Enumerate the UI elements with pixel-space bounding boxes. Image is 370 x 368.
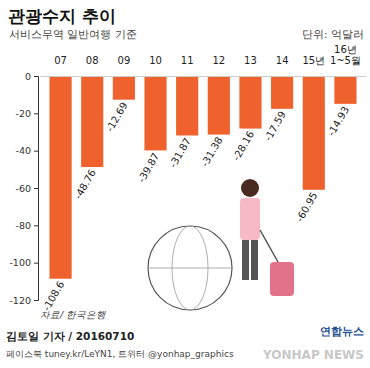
title: 관광수지 추이 — [8, 6, 116, 26]
y-tick-mark — [34, 76, 38, 77]
traveler-body — [240, 198, 260, 240]
x-tick: 13 — [244, 55, 257, 76]
x-tick: 09 — [118, 55, 131, 76]
x-tick-label: 10 — [149, 55, 162, 66]
y-tick: -80 — [15, 220, 38, 231]
y-tick-label: -40 — [15, 145, 31, 156]
bar — [113, 76, 135, 100]
bar — [176, 76, 198, 135]
y-tick-label: -60 — [15, 183, 31, 194]
globe-equator — [148, 268, 232, 269]
traveler-leg — [251, 240, 258, 280]
y-tick-mark — [34, 113, 38, 114]
x-tick-label: 14 — [276, 55, 289, 66]
x-tick: 10 — [149, 55, 162, 76]
traveler-leg — [242, 240, 249, 280]
x-tick-label: 11 — [181, 55, 194, 66]
x-tick-label: 09 — [118, 55, 131, 66]
data-labels: -108.6 -48.76 -12.69-39.87-31.87-31.38-28.… — [41, 100, 352, 312]
y-tick: -40 — [15, 145, 38, 156]
publisher-logo: 연합뉴스 — [320, 325, 364, 338]
background — [0, 0, 370, 368]
y-tick: -120 — [9, 295, 38, 306]
y-tick-mark — [34, 300, 38, 301]
y-tick: -60 — [15, 183, 38, 194]
x-tick-label: 16년1~5월 — [330, 44, 361, 67]
x-tick: 08 — [86, 55, 99, 76]
suitcase — [270, 262, 294, 296]
suitcase-handle — [260, 230, 278, 262]
y-tick: -100 — [9, 257, 38, 268]
globe — [148, 226, 232, 310]
social-links: 페이스북 tuney.kr/LeYN1, 트위터 @yonhap_graphic… — [6, 349, 234, 359]
data-label: -28.16 — [231, 129, 257, 162]
y-tick-label: -20 — [15, 108, 31, 119]
bar — [303, 76, 325, 190]
watermark: YONHAP NEWS — [262, 348, 364, 362]
x-tick-label-line: 1~5월 — [330, 55, 361, 66]
subtitle: 서비스무역 일반여행 기준 — [9, 28, 137, 40]
x-tick-label: 15년 — [302, 55, 325, 66]
data-label: -108.6 — [41, 279, 67, 312]
x-tick: 07 — [54, 55, 67, 76]
x-tick: 16년1~5월 — [330, 44, 361, 77]
bar — [49, 76, 71, 279]
illustration — [148, 179, 294, 310]
y-tick-mark — [34, 225, 38, 226]
x-tick-label-line: 16년 — [334, 44, 357, 55]
x-tick-label: 07 — [54, 55, 67, 66]
x-axis-line — [41, 76, 367, 77]
bar — [81, 76, 103, 167]
data-label: -48.76 — [72, 168, 98, 201]
x-tick: 11 — [181, 55, 194, 76]
x-tick-label: 13 — [244, 55, 257, 66]
y-tick-mark — [34, 263, 38, 264]
credit: 김토일 기자 / 20160710 — [6, 330, 134, 342]
bar — [144, 76, 166, 150]
data-label: -14.93 — [326, 104, 352, 137]
data-label: -60.95 — [294, 190, 320, 223]
y-tick-mark — [34, 151, 38, 152]
y-tick-label: -120 — [9, 295, 31, 306]
x-tick: 12 — [212, 55, 225, 76]
data-label: -12.69 — [104, 100, 130, 133]
y-tick-mark — [34, 188, 38, 189]
chart: 관광수지 추이서비스무역 일반여행 기준 0 -20 -40 -60 -80 -100 -12… — [0, 0, 370, 368]
x-tick: 14 — [276, 55, 289, 76]
bars — [49, 76, 356, 279]
bar — [271, 76, 293, 109]
data-label: -17.59 — [262, 109, 288, 142]
x-tick-label: 08 — [86, 55, 99, 66]
data-label: -31.87 — [167, 136, 193, 169]
bar — [334, 76, 356, 104]
y-axis: 0 -20 -40 -60 -80 -100 -120 — [9, 71, 38, 306]
unit-note: 단위: 억달러 — [302, 28, 364, 40]
x-tick-label: 12 — [212, 55, 225, 66]
y-tick-label: 0 — [25, 71, 31, 82]
y-axis-line — [34, 77, 39, 301]
x-axis: 07 08 09 10 11 12 13 14 15년 16년1~5월 — [41, 44, 367, 77]
bar — [239, 76, 261, 129]
data-label: -39.87 — [136, 151, 162, 184]
y-tick: 0 — [25, 71, 38, 82]
y-tick: -20 — [15, 108, 38, 119]
data-label: -31.38 — [199, 135, 225, 168]
y-tick-label: -80 — [15, 220, 31, 231]
source-note: 자료/ 한국은행 — [40, 309, 106, 320]
traveler-head — [241, 179, 259, 197]
bar — [208, 76, 230, 135]
y-tick-label: -100 — [9, 257, 31, 268]
x-tick: 15년 — [302, 55, 325, 76]
